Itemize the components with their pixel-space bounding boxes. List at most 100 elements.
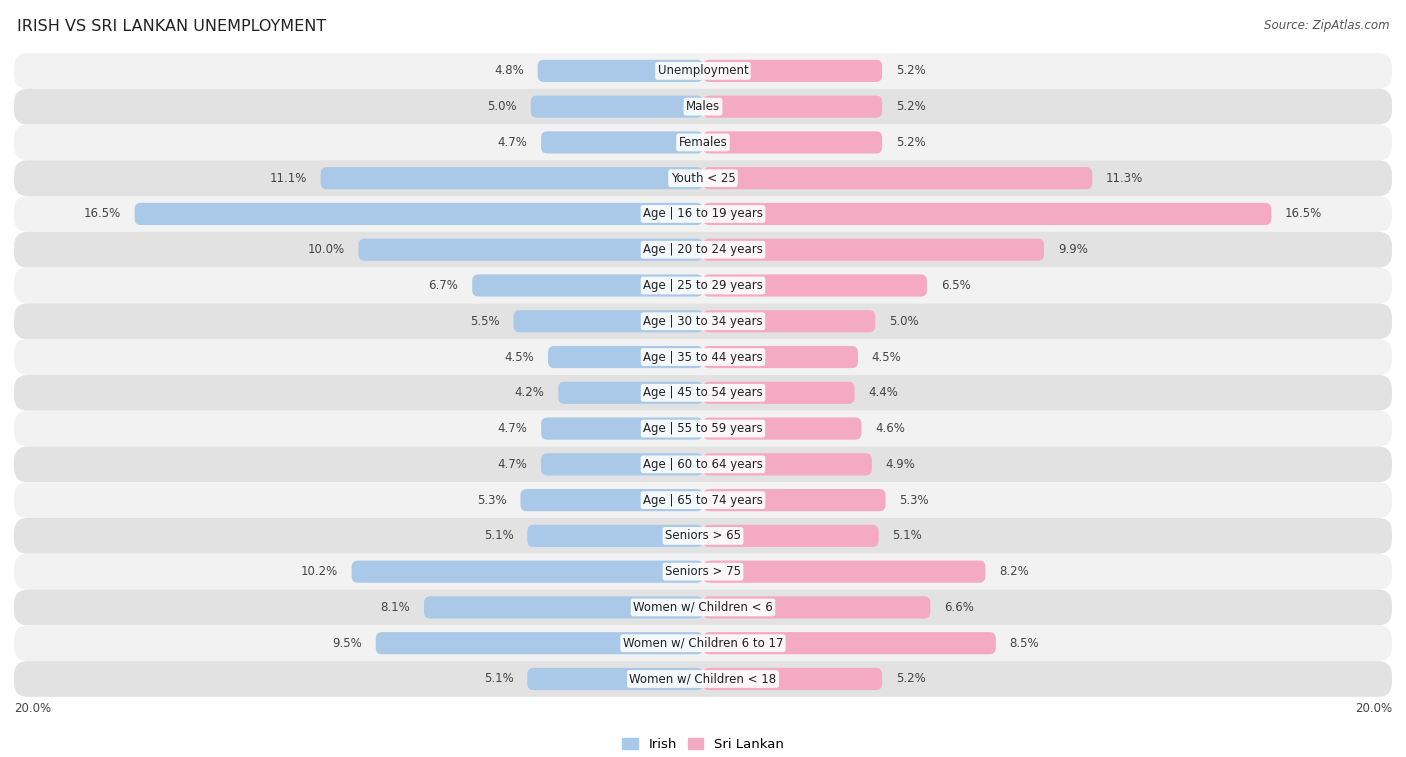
Text: 11.3%: 11.3% — [1107, 172, 1143, 185]
Text: 5.1%: 5.1% — [484, 529, 513, 542]
Text: 11.1%: 11.1% — [270, 172, 307, 185]
Text: 5.0%: 5.0% — [889, 315, 918, 328]
Text: 4.7%: 4.7% — [498, 136, 527, 149]
FancyBboxPatch shape — [14, 53, 1392, 89]
FancyBboxPatch shape — [14, 89, 1392, 125]
Text: 6.6%: 6.6% — [945, 601, 974, 614]
Text: Age | 30 to 34 years: Age | 30 to 34 years — [643, 315, 763, 328]
Text: Youth < 25: Youth < 25 — [671, 172, 735, 185]
FancyBboxPatch shape — [703, 238, 1045, 261]
FancyBboxPatch shape — [14, 625, 1392, 661]
Text: Age | 35 to 44 years: Age | 35 to 44 years — [643, 350, 763, 363]
Text: Females: Females — [679, 136, 727, 149]
Text: Age | 16 to 19 years: Age | 16 to 19 years — [643, 207, 763, 220]
Text: 10.2%: 10.2% — [301, 565, 337, 578]
FancyBboxPatch shape — [375, 632, 703, 654]
FancyBboxPatch shape — [703, 382, 855, 404]
Text: Women w/ Children < 6: Women w/ Children < 6 — [633, 601, 773, 614]
FancyBboxPatch shape — [14, 339, 1392, 375]
FancyBboxPatch shape — [527, 525, 703, 547]
FancyBboxPatch shape — [14, 518, 1392, 554]
Text: Unemployment: Unemployment — [658, 64, 748, 77]
FancyBboxPatch shape — [14, 125, 1392, 160]
FancyBboxPatch shape — [703, 418, 862, 440]
Text: 5.3%: 5.3% — [477, 494, 506, 506]
FancyBboxPatch shape — [703, 632, 995, 654]
Text: 5.0%: 5.0% — [488, 100, 517, 113]
Text: 9.9%: 9.9% — [1057, 243, 1088, 256]
Text: Age | 65 to 74 years: Age | 65 to 74 years — [643, 494, 763, 506]
FancyBboxPatch shape — [541, 418, 703, 440]
Text: IRISH VS SRI LANKAN UNEMPLOYMENT: IRISH VS SRI LANKAN UNEMPLOYMENT — [17, 19, 326, 34]
FancyBboxPatch shape — [14, 375, 1392, 411]
Text: 6.5%: 6.5% — [941, 279, 970, 292]
FancyBboxPatch shape — [14, 411, 1392, 447]
FancyBboxPatch shape — [14, 232, 1392, 268]
FancyBboxPatch shape — [537, 60, 703, 82]
Text: 4.6%: 4.6% — [875, 422, 905, 435]
Text: 5.2%: 5.2% — [896, 64, 925, 77]
FancyBboxPatch shape — [472, 274, 703, 297]
Text: 4.9%: 4.9% — [886, 458, 915, 471]
Text: 4.4%: 4.4% — [869, 386, 898, 399]
Text: Males: Males — [686, 100, 720, 113]
FancyBboxPatch shape — [541, 131, 703, 154]
FancyBboxPatch shape — [14, 160, 1392, 196]
Text: Age | 55 to 59 years: Age | 55 to 59 years — [643, 422, 763, 435]
FancyBboxPatch shape — [703, 310, 875, 332]
Text: Age | 20 to 24 years: Age | 20 to 24 years — [643, 243, 763, 256]
Text: Age | 25 to 29 years: Age | 25 to 29 years — [643, 279, 763, 292]
Text: 5.1%: 5.1% — [893, 529, 922, 542]
FancyBboxPatch shape — [703, 167, 1092, 189]
Text: 8.2%: 8.2% — [1000, 565, 1029, 578]
FancyBboxPatch shape — [14, 268, 1392, 304]
Text: 8.1%: 8.1% — [381, 601, 411, 614]
Text: Women w/ Children < 18: Women w/ Children < 18 — [630, 672, 776, 686]
Text: 5.2%: 5.2% — [896, 672, 925, 686]
FancyBboxPatch shape — [14, 590, 1392, 625]
FancyBboxPatch shape — [548, 346, 703, 368]
FancyBboxPatch shape — [14, 304, 1392, 339]
Text: Seniors > 75: Seniors > 75 — [665, 565, 741, 578]
FancyBboxPatch shape — [527, 668, 703, 690]
Text: 8.5%: 8.5% — [1010, 637, 1039, 650]
Text: 5.3%: 5.3% — [900, 494, 929, 506]
Text: 10.0%: 10.0% — [308, 243, 344, 256]
FancyBboxPatch shape — [703, 561, 986, 583]
FancyBboxPatch shape — [531, 95, 703, 118]
Legend: Irish, Sri Lankan: Irish, Sri Lankan — [617, 733, 789, 756]
FancyBboxPatch shape — [352, 561, 703, 583]
FancyBboxPatch shape — [703, 525, 879, 547]
Text: 6.7%: 6.7% — [429, 279, 458, 292]
Text: 4.8%: 4.8% — [494, 64, 524, 77]
Text: 4.2%: 4.2% — [515, 386, 544, 399]
FancyBboxPatch shape — [359, 238, 703, 261]
FancyBboxPatch shape — [14, 196, 1392, 232]
Text: Women w/ Children 6 to 17: Women w/ Children 6 to 17 — [623, 637, 783, 650]
FancyBboxPatch shape — [703, 60, 882, 82]
Text: Source: ZipAtlas.com: Source: ZipAtlas.com — [1264, 19, 1389, 32]
Text: Age | 45 to 54 years: Age | 45 to 54 years — [643, 386, 763, 399]
Text: 9.5%: 9.5% — [332, 637, 361, 650]
Text: Seniors > 65: Seniors > 65 — [665, 529, 741, 542]
FancyBboxPatch shape — [703, 489, 886, 511]
FancyBboxPatch shape — [14, 447, 1392, 482]
FancyBboxPatch shape — [14, 661, 1392, 697]
Text: 4.7%: 4.7% — [498, 458, 527, 471]
Text: 4.5%: 4.5% — [872, 350, 901, 363]
FancyBboxPatch shape — [703, 346, 858, 368]
Text: 5.2%: 5.2% — [896, 100, 925, 113]
FancyBboxPatch shape — [703, 131, 882, 154]
FancyBboxPatch shape — [703, 668, 882, 690]
Text: 20.0%: 20.0% — [14, 702, 51, 715]
FancyBboxPatch shape — [703, 203, 1271, 225]
Text: 16.5%: 16.5% — [1285, 207, 1323, 220]
FancyBboxPatch shape — [703, 597, 931, 618]
Text: 5.1%: 5.1% — [484, 672, 513, 686]
FancyBboxPatch shape — [703, 453, 872, 475]
FancyBboxPatch shape — [703, 95, 882, 118]
Text: 4.7%: 4.7% — [498, 422, 527, 435]
Text: Age | 60 to 64 years: Age | 60 to 64 years — [643, 458, 763, 471]
FancyBboxPatch shape — [541, 453, 703, 475]
Text: 5.5%: 5.5% — [470, 315, 499, 328]
